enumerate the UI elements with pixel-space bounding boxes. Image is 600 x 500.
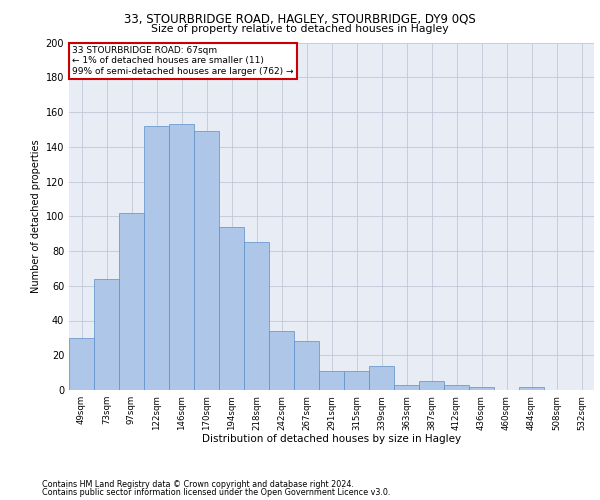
Bar (419, 382, 444, 390)
Bar (219, 226, 244, 390)
Bar (369, 366, 394, 390)
Text: 33 STOURBRIDGE ROAD: 67sqm
← 1% of detached houses are smaller (11)
99% of semi-: 33 STOURBRIDGE ROAD: 67sqm ← 1% of detac… (72, 46, 293, 76)
Bar (94, 279, 119, 390)
Bar (69, 338, 94, 390)
Text: Size of property relative to detached houses in Hagley: Size of property relative to detached ho… (151, 24, 449, 34)
Text: 33, STOURBRIDGE ROAD, HAGLEY, STOURBRIDGE, DY9 0QS: 33, STOURBRIDGE ROAD, HAGLEY, STOURBRIDG… (124, 12, 476, 26)
Y-axis label: Number of detached properties: Number of detached properties (31, 140, 41, 293)
Bar (319, 371, 344, 390)
Bar (269, 331, 294, 390)
Bar (394, 385, 419, 390)
Bar (294, 342, 319, 390)
Bar (119, 213, 144, 390)
Text: Contains public sector information licensed under the Open Government Licence v3: Contains public sector information licen… (42, 488, 391, 497)
Bar (444, 385, 469, 390)
Bar (169, 124, 194, 390)
Bar (194, 131, 219, 390)
Bar (144, 126, 169, 390)
Text: Contains HM Land Registry data © Crown copyright and database right 2024.: Contains HM Land Registry data © Crown c… (42, 480, 354, 489)
Bar (344, 371, 369, 390)
Bar (244, 242, 269, 390)
X-axis label: Distribution of detached houses by size in Hagley: Distribution of detached houses by size … (202, 434, 461, 444)
Bar (519, 386, 544, 390)
Bar (469, 386, 494, 390)
